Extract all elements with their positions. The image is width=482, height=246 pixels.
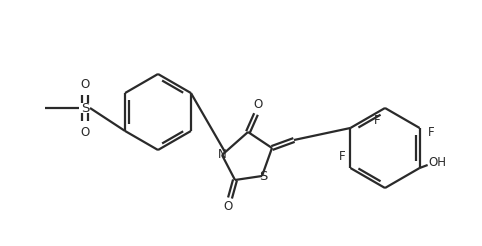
Text: O: O xyxy=(80,125,90,138)
Text: OH: OH xyxy=(428,156,447,169)
Text: F: F xyxy=(339,150,346,163)
Text: S: S xyxy=(259,170,267,184)
Text: O: O xyxy=(254,98,263,111)
Text: N: N xyxy=(218,149,227,162)
Text: O: O xyxy=(80,77,90,91)
Text: F: F xyxy=(428,125,435,138)
Text: F: F xyxy=(374,113,380,126)
Text: O: O xyxy=(223,200,233,214)
Text: S: S xyxy=(81,102,89,114)
